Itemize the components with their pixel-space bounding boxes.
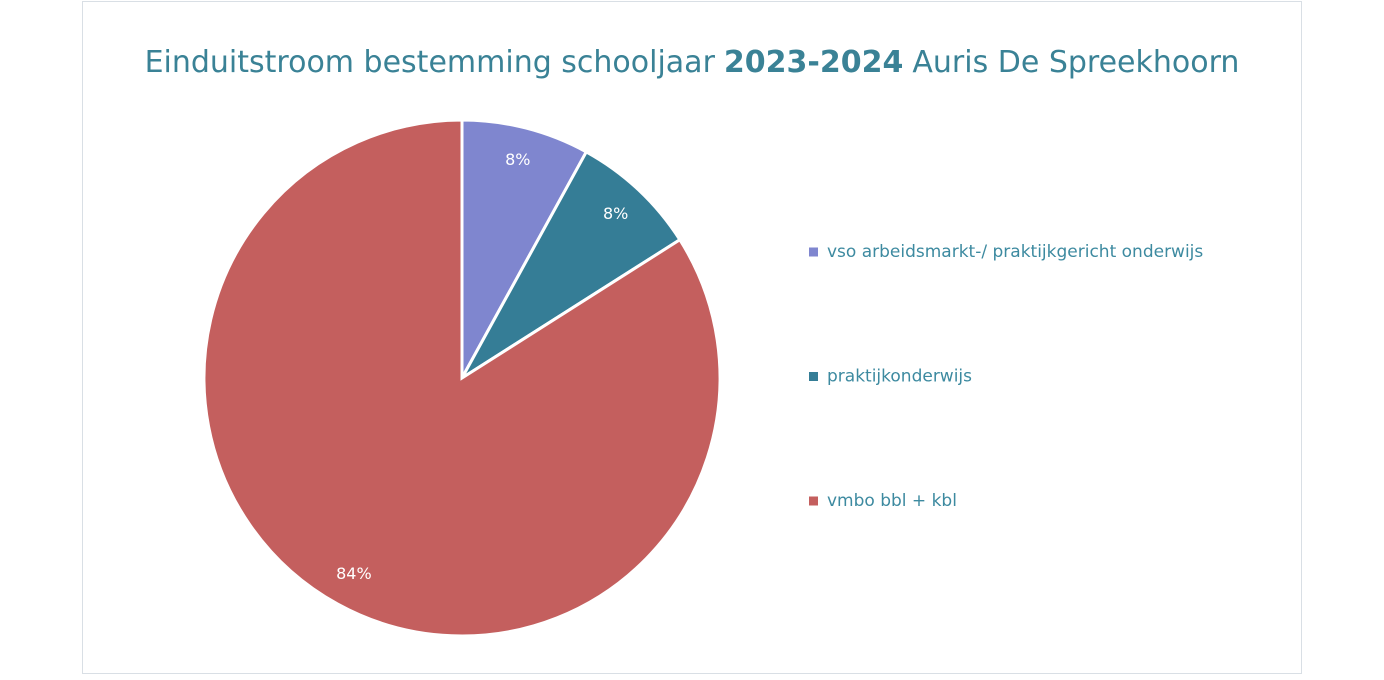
legend-swatch [809, 247, 818, 257]
legend-label: praktijkonderwijs [827, 367, 972, 387]
legend-swatch [809, 372, 818, 381]
legend-swatch [809, 496, 818, 506]
pie-slice [460, 149, 682, 380]
chart-title: Einduitstroom bestemming schooljaar 2023-… [145, 45, 1240, 80]
pie-slice [202, 118, 722, 638]
title-part: 2023-2024 [724, 45, 903, 80]
data-label: 8% [603, 204, 628, 223]
data-label: 84% [336, 564, 372, 583]
title-part: Auris De Spreekhoorn [912, 45, 1239, 80]
pie-slice [460, 118, 589, 379]
title-part: Einduitstroom bestemming schooljaar [145, 45, 716, 80]
legend-label: vso arbeidsmarkt-/ praktijkgericht onder… [827, 242, 1203, 262]
legend-label: vmbo bbl + kbl [827, 491, 957, 511]
data-label: 8% [505, 150, 530, 169]
